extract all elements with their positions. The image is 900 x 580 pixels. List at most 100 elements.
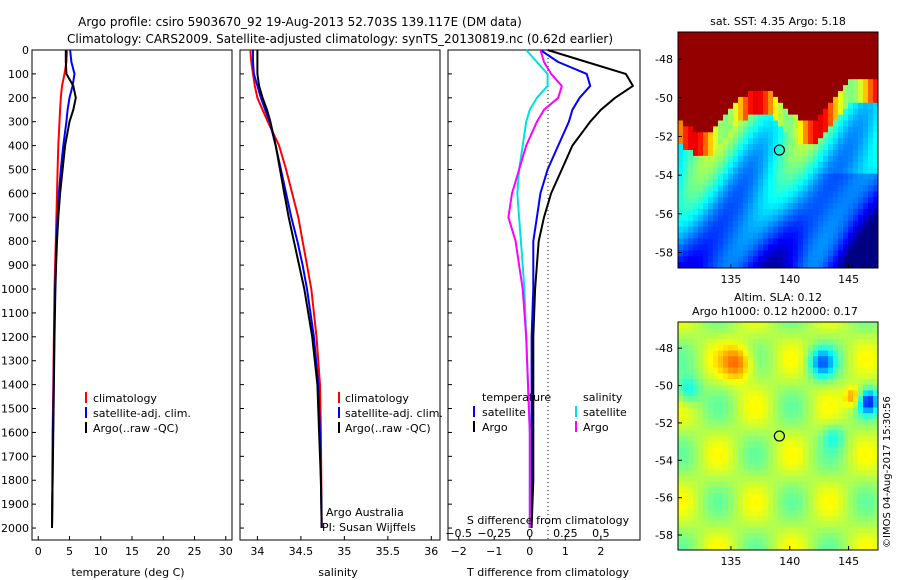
heatmap-cell: [798, 126, 804, 133]
heatmap-cell: [808, 424, 814, 431]
heatmap-cell: [728, 49, 734, 56]
heatmap-cell: [698, 527, 704, 534]
heatmap-cell: [808, 138, 814, 145]
heatmap-cell: [778, 155, 784, 163]
heatmap-cell: [773, 120, 779, 127]
heatmap-cell: [803, 361, 809, 368]
heatmap-cell: [788, 61, 794, 68]
heatmap-cell: [763, 203, 769, 210]
heatmap-cell: [748, 197, 754, 204]
heatmap-cell: [843, 521, 849, 528]
heatmap-cell: [873, 322, 878, 329]
heatmap-cell: [678, 203, 684, 210]
heatmap-cell: [848, 327, 854, 334]
heatmap-cell: [853, 544, 859, 550]
heatmap-cell: [733, 209, 739, 216]
heatmap-cell: [693, 527, 699, 534]
heatmap-cell: [863, 203, 869, 210]
salinity-lines: [249, 49, 323, 529]
heatmap-cell: [848, 262, 854, 268]
heatmap-cell: [793, 504, 799, 511]
heatmap-cell: [718, 102, 724, 110]
heatmap-cell: [753, 475, 759, 482]
heatmap-cell: [743, 102, 749, 110]
heatmap-cell: [853, 436, 859, 443]
heatmap-cell: [718, 256, 724, 263]
heatmap-cell: [843, 367, 849, 374]
heatmap-cell: [853, 390, 859, 397]
heatmap-cell: [683, 458, 689, 465]
heatmap-cell: [873, 458, 878, 465]
heatmap-cell: [718, 262, 724, 268]
heatmap-cell: [823, 356, 829, 363]
heatmap-cell: [753, 430, 759, 437]
heatmap-cell: [828, 185, 834, 192]
heatmap-cell: [803, 538, 809, 545]
heatmap-cell: [848, 436, 854, 443]
heatmap-cell: [753, 447, 759, 454]
heatmap-cell: [788, 544, 794, 550]
heatmap-cell: [723, 191, 729, 198]
heatmap-cell: [698, 85, 704, 92]
heatmap-cell: [863, 91, 869, 98]
heatmap-cell: [753, 453, 759, 460]
legend-label-temp-satellite: satellite: [482, 406, 526, 419]
heatmap-cell: [748, 161, 754, 169]
heatmap-cell: [818, 470, 824, 477]
heatmap-cell: [733, 185, 739, 192]
heatmap-cell: [778, 436, 784, 443]
heatmap-cell: [798, 185, 804, 192]
heatmap-cell: [843, 214, 849, 222]
heatmap-cell: [688, 481, 694, 488]
heatmap-cell: [703, 532, 709, 539]
heatmap-cell: [838, 73, 844, 80]
heatmap-cell: [758, 250, 764, 257]
heatmap-cell: [723, 108, 729, 115]
heatmap-cell: [683, 532, 689, 539]
heatmap-cell: [818, 544, 824, 550]
heatmap-cell: [778, 167, 784, 174]
heatmap-cell: [718, 161, 724, 169]
heatmap-cell: [738, 85, 744, 92]
heatmap-cell: [688, 464, 694, 471]
heatmap-cell: [783, 185, 789, 192]
heatmap-cell: [853, 458, 859, 465]
heatmap-cell: [873, 538, 878, 545]
heatmap-cell: [713, 515, 719, 522]
heatmap-cell: [753, 238, 759, 245]
heatmap-cell: [708, 126, 714, 133]
heatmap-cell: [693, 108, 699, 115]
heatmap-cell: [823, 367, 829, 374]
heatmap-cell: [738, 43, 744, 51]
heatmap-cell: [783, 138, 789, 145]
heatmap-cell: [853, 498, 859, 505]
heatmap-cell: [808, 161, 814, 169]
heatmap-cell: [708, 441, 714, 448]
heatmap-cell: [828, 379, 834, 386]
heatmap-cell: [693, 436, 699, 443]
heatmap-cell: [693, 73, 699, 80]
heatmap-cell: [838, 179, 844, 186]
heatmap-cell: [858, 256, 864, 263]
heatmap-cell: [683, 521, 689, 528]
heatmap-cell: [723, 464, 729, 471]
heatmap-cell: [823, 32, 829, 39]
heatmap-cell: [858, 132, 864, 139]
heatmap-cell: [758, 475, 764, 482]
heatmap-cell: [858, 37, 864, 45]
heatmap-cell: [678, 214, 684, 222]
heatmap-cell: [798, 498, 804, 505]
heatmap-cell: [803, 544, 809, 550]
heatmap-cell: [818, 138, 824, 145]
heatmap-cell: [748, 191, 754, 198]
heatmap-cell: [753, 515, 759, 522]
heatmap-cell: [683, 544, 689, 550]
heatmap-cell: [693, 350, 699, 357]
heatmap-cell: [698, 453, 704, 460]
heatmap-cell: [758, 527, 764, 534]
heatmap-cell: [698, 244, 704, 251]
heatmap-cell: [743, 220, 749, 228]
heatmap-cell: [863, 108, 869, 115]
heatmap-cell: [858, 191, 864, 198]
heatmap-cell: [813, 138, 819, 145]
